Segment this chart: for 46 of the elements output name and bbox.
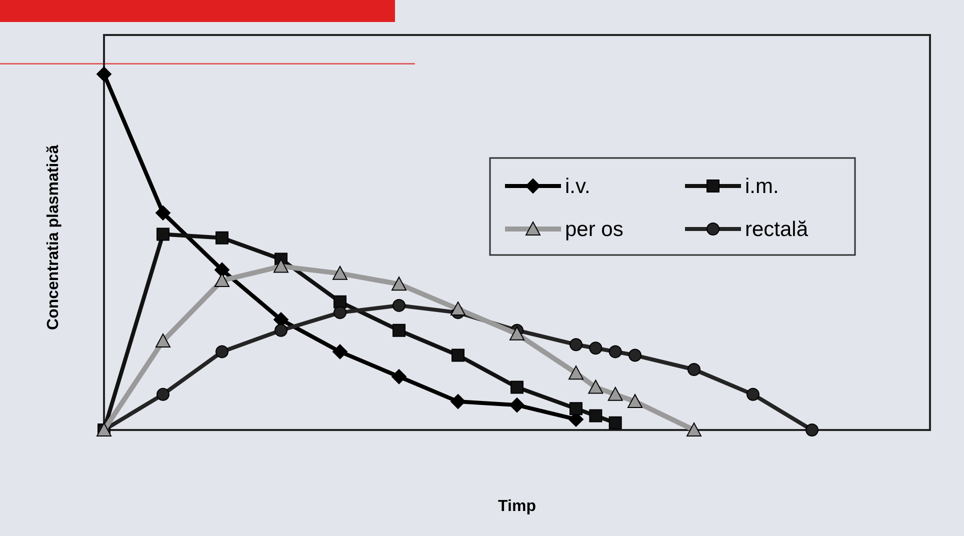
point bbox=[608, 416, 622, 430]
point bbox=[216, 345, 228, 358]
legend-label: i.v. bbox=[565, 175, 590, 198]
point bbox=[392, 369, 406, 384]
point bbox=[392, 298, 406, 312]
point bbox=[332, 266, 348, 280]
point bbox=[688, 363, 700, 376]
point bbox=[608, 386, 623, 401]
point bbox=[392, 324, 406, 337]
legend-label: per os bbox=[565, 218, 624, 241]
point bbox=[450, 302, 466, 316]
point bbox=[274, 258, 288, 273]
point bbox=[686, 422, 702, 436]
point bbox=[156, 388, 170, 401]
point bbox=[570, 338, 582, 352]
point bbox=[510, 326, 524, 340]
point bbox=[608, 345, 622, 358]
point bbox=[588, 380, 604, 394]
point bbox=[450, 394, 466, 410]
point bbox=[334, 306, 346, 320]
point bbox=[452, 348, 464, 362]
point bbox=[214, 262, 230, 278]
point bbox=[746, 388, 760, 401]
point bbox=[334, 295, 346, 308]
legend-label: rectală bbox=[745, 218, 808, 241]
point bbox=[806, 424, 818, 436]
point bbox=[589, 409, 602, 422]
point bbox=[274, 324, 288, 337]
point bbox=[628, 348, 642, 362]
legend-label: i.m. bbox=[745, 175, 779, 198]
point bbox=[216, 231, 228, 244]
point bbox=[156, 228, 170, 241]
point bbox=[510, 398, 524, 413]
point bbox=[392, 276, 406, 291]
point bbox=[96, 66, 112, 82]
point bbox=[628, 394, 642, 408]
point bbox=[510, 380, 524, 394]
y-axis-title: Concentratia plasmatică bbox=[45, 144, 62, 330]
point bbox=[332, 344, 348, 360]
point bbox=[156, 205, 170, 220]
point bbox=[589, 342, 602, 355]
point bbox=[570, 402, 582, 416]
point bbox=[156, 334, 170, 348]
point bbox=[214, 273, 230, 288]
point bbox=[568, 366, 584, 380]
x-axis-title: Timp bbox=[498, 498, 536, 515]
